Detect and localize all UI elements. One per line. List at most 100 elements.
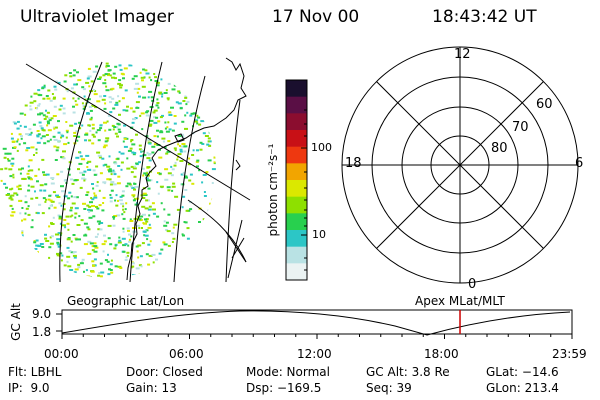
intensity-pixel: [25, 133, 30, 136]
intensity-pixel: [188, 157, 191, 160]
intensity-pixel: [177, 90, 181, 93]
intensity-pixel: [9, 204, 13, 207]
intensity-pixel: [69, 124, 74, 127]
intensity-pixel: [74, 207, 79, 210]
intensity-pixel: [143, 222, 147, 225]
intensity-pixel: [73, 135, 77, 137]
mode-info: Mode: Normal: [246, 365, 330, 379]
intensity-pixel: [142, 96, 147, 99]
intensity-pixel: [151, 99, 155, 102]
intensity-pixel: [97, 274, 101, 277]
intensity-pixel: [53, 127, 56, 130]
intensity-pixel: [172, 226, 175, 229]
intensity-pixel: [43, 84, 46, 87]
intensity-pixel: [120, 72, 124, 75]
intensity-pixel: [147, 138, 151, 141]
intensity-pixel: [176, 158, 179, 161]
intensity-pixel: [73, 83, 78, 86]
intensity-pixel: [47, 89, 51, 92]
intensity-pixel: [124, 259, 128, 261]
intensity-pixel: [167, 82, 171, 85]
intensity-pixel: [95, 205, 98, 208]
intensity-pixel: [91, 142, 95, 145]
intensity-pixel: [119, 195, 123, 198]
intensity-pixel: [137, 87, 141, 90]
intensity-pixel: [45, 198, 47, 201]
intensity-pixel: [108, 128, 112, 131]
intensity-pixel: [135, 82, 140, 85]
intensity-pixel: [33, 100, 37, 103]
intensity-pixel: [44, 237, 48, 240]
latitude-line: [187, 199, 247, 263]
intensity-pixel: [5, 186, 8, 189]
intensity-pixel: [99, 262, 103, 265]
intensity-pixel: [203, 191, 206, 193]
intensity-pixel: [211, 198, 216, 201]
intensity-pixel: [81, 86, 85, 89]
intensity-pixel: [186, 237, 190, 240]
intensity-pixel: [53, 138, 58, 141]
intensity-pixel: [78, 127, 82, 130]
intensity-pixel: [148, 142, 152, 145]
intensity-pixel: [182, 234, 185, 237]
intensity-pixel: [67, 228, 70, 231]
intensity-pixel: [63, 179, 68, 182]
intensity-pixel: [65, 215, 70, 218]
intensity-pixel: [115, 204, 119, 207]
intensity-pixel: [124, 208, 127, 211]
intensity-pixel: [57, 120, 60, 123]
intensity-pixel: [48, 194, 52, 197]
intensity-pixel: [113, 173, 117, 176]
intensity-pixel: [132, 118, 136, 121]
intensity-pixel: [126, 227, 130, 230]
intensity-pixel: [129, 107, 133, 110]
intensity-pixel: [103, 234, 106, 237]
intensity-pixel: [61, 190, 65, 193]
intensity-pixel: [130, 165, 134, 168]
intensity-pixel: [57, 139, 60, 142]
intensity-pixel: [69, 215, 72, 218]
intensity-pixel: [130, 139, 134, 141]
intensity-pixel: [83, 222, 88, 225]
intensity-pixel: [102, 82, 107, 85]
intensity-pixel: [189, 173, 193, 176]
intensity-pixel: [126, 167, 131, 170]
intensity-pixel: [36, 141, 41, 144]
intensity-pixel: [62, 150, 66, 153]
intensity-pixel: [73, 179, 78, 182]
intensity-pixel: [121, 190, 125, 193]
intensity-pixel: [86, 166, 89, 168]
intensity-pixel: [23, 142, 27, 145]
intensity-pixel: [118, 199, 123, 202]
intensity-pixel: [81, 177, 86, 180]
intensity-pixel: [35, 244, 40, 247]
intensity-pixel: [0, 179, 3, 182]
intensity-pixel: [66, 131, 69, 134]
intensity-pixel: [188, 179, 192, 182]
intensity-pixel: [194, 120, 198, 123]
intensity-pixel: [92, 70, 97, 73]
intensity-pixel: [42, 97, 46, 100]
intensity-pixel: [30, 185, 35, 188]
intensity-pixel: [118, 131, 122, 133]
intensity-pixel: [139, 155, 143, 158]
intensity-pixel: [126, 254, 129, 257]
intensity-pixel: [89, 129, 92, 132]
intensity-pixel: [77, 266, 81, 269]
intensity-pixel: [10, 132, 13, 135]
intensity-pixel: [153, 109, 158, 112]
intensity-pixel: [114, 103, 119, 106]
intensity-pixel: [117, 82, 122, 85]
intensity-pixel: [47, 117, 50, 120]
intensity-pixel: [42, 173, 47, 176]
color-bar-frame: [285, 79, 308, 281]
intensity-pixel: [140, 215, 144, 218]
timeline-xtick-1200: 12:00: [297, 347, 332, 361]
intensity-pixel: [11, 140, 16, 143]
intensity-pixel: [147, 187, 151, 190]
intensity-pixel: [186, 227, 190, 230]
intensity-pixel: [123, 211, 126, 214]
intensity-pixel: [75, 103, 79, 106]
intensity-pixel: [109, 194, 112, 196]
intensity-pixel: [43, 189, 47, 192]
